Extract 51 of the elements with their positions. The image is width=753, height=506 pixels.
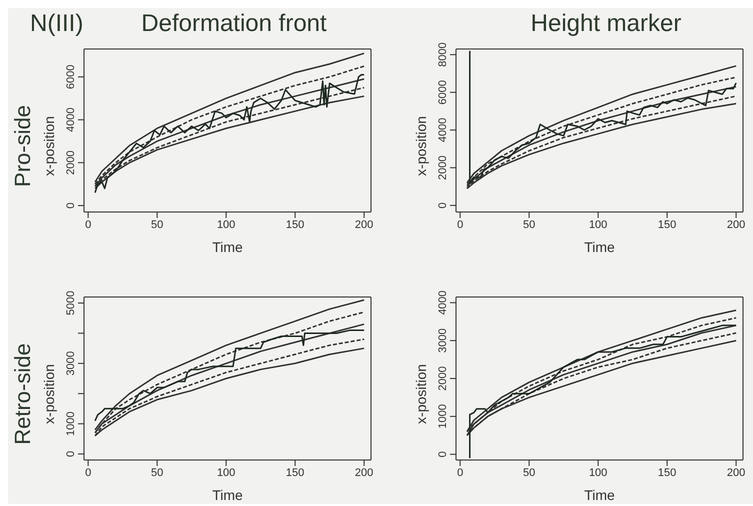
x-tick-label: 150 <box>658 466 676 479</box>
x-tick-label: 50 <box>151 466 164 479</box>
x-tick-label: 200 <box>726 466 746 479</box>
x-axis-title: Time <box>212 487 244 503</box>
y-tick-label: 0 <box>437 202 449 208</box>
x-axis-title: Time <box>584 487 616 503</box>
text: N(III) <box>30 10 84 38</box>
x-tick-label: 200 <box>354 218 374 231</box>
y-axis-title: x-position <box>413 363 429 426</box>
x-tick-label: 0 <box>457 218 464 231</box>
y-tick-label: 0 <box>65 202 77 209</box>
x-tick-label: 100 <box>588 218 608 231</box>
x-tick-label: 0 <box>85 218 92 231</box>
y-axis-title: x-position <box>413 115 429 178</box>
x-tick-label: 150 <box>658 218 676 231</box>
x-tick-label: 50 <box>523 218 536 231</box>
x-tick-label: 0 <box>457 466 464 479</box>
x-tick-label: 200 <box>354 466 374 479</box>
x-tick-label: 0 <box>85 466 92 479</box>
x-tick-label: 200 <box>726 218 746 231</box>
y-tick-label: 2000 <box>65 150 77 175</box>
y-tick-label: 4000 <box>437 290 449 315</box>
y-tick-label: 1000 <box>437 404 449 429</box>
text: Pro-side <box>10 104 36 189</box>
y-tick-label: 8000 <box>437 42 449 67</box>
chart-title: Height marker <box>530 10 682 38</box>
y-tick-label: 5000 <box>65 290 77 316</box>
y-tick-label: 3000 <box>65 351 77 376</box>
y-axis-title: x-position <box>41 115 57 178</box>
x-axis-title: Time <box>584 239 616 255</box>
y-tick-label: 3000 <box>437 328 449 353</box>
y-tick-label: 1000 <box>65 412 77 436</box>
y-tick-label: 2000 <box>437 366 449 391</box>
x-tick-label: 150 <box>286 218 304 231</box>
y-tick-label: 0 <box>437 451 449 458</box>
y-tick-label: 4000 <box>65 108 77 132</box>
y-tick-label: 6000 <box>437 80 449 105</box>
y-tick-label: 4000 <box>437 118 449 142</box>
x-tick-label: 50 <box>523 466 536 479</box>
x-tick-label: 150 <box>286 466 304 479</box>
y-tick-label: 0 <box>65 450 77 458</box>
text: Retro-side <box>10 342 36 447</box>
x-tick-label: 100 <box>216 218 236 231</box>
chart-title: Deformation front <box>140 10 328 38</box>
x-tick-label: 100 <box>588 466 608 479</box>
x-axis-title: Time <box>212 239 244 255</box>
x-tick-label: 100 <box>216 466 236 479</box>
y-axis-title: x-position <box>41 363 57 426</box>
x-tick-label: 50 <box>151 218 164 231</box>
y-tick-label: 6000 <box>65 64 77 90</box>
y-tick-label: 2000 <box>437 155 449 180</box>
